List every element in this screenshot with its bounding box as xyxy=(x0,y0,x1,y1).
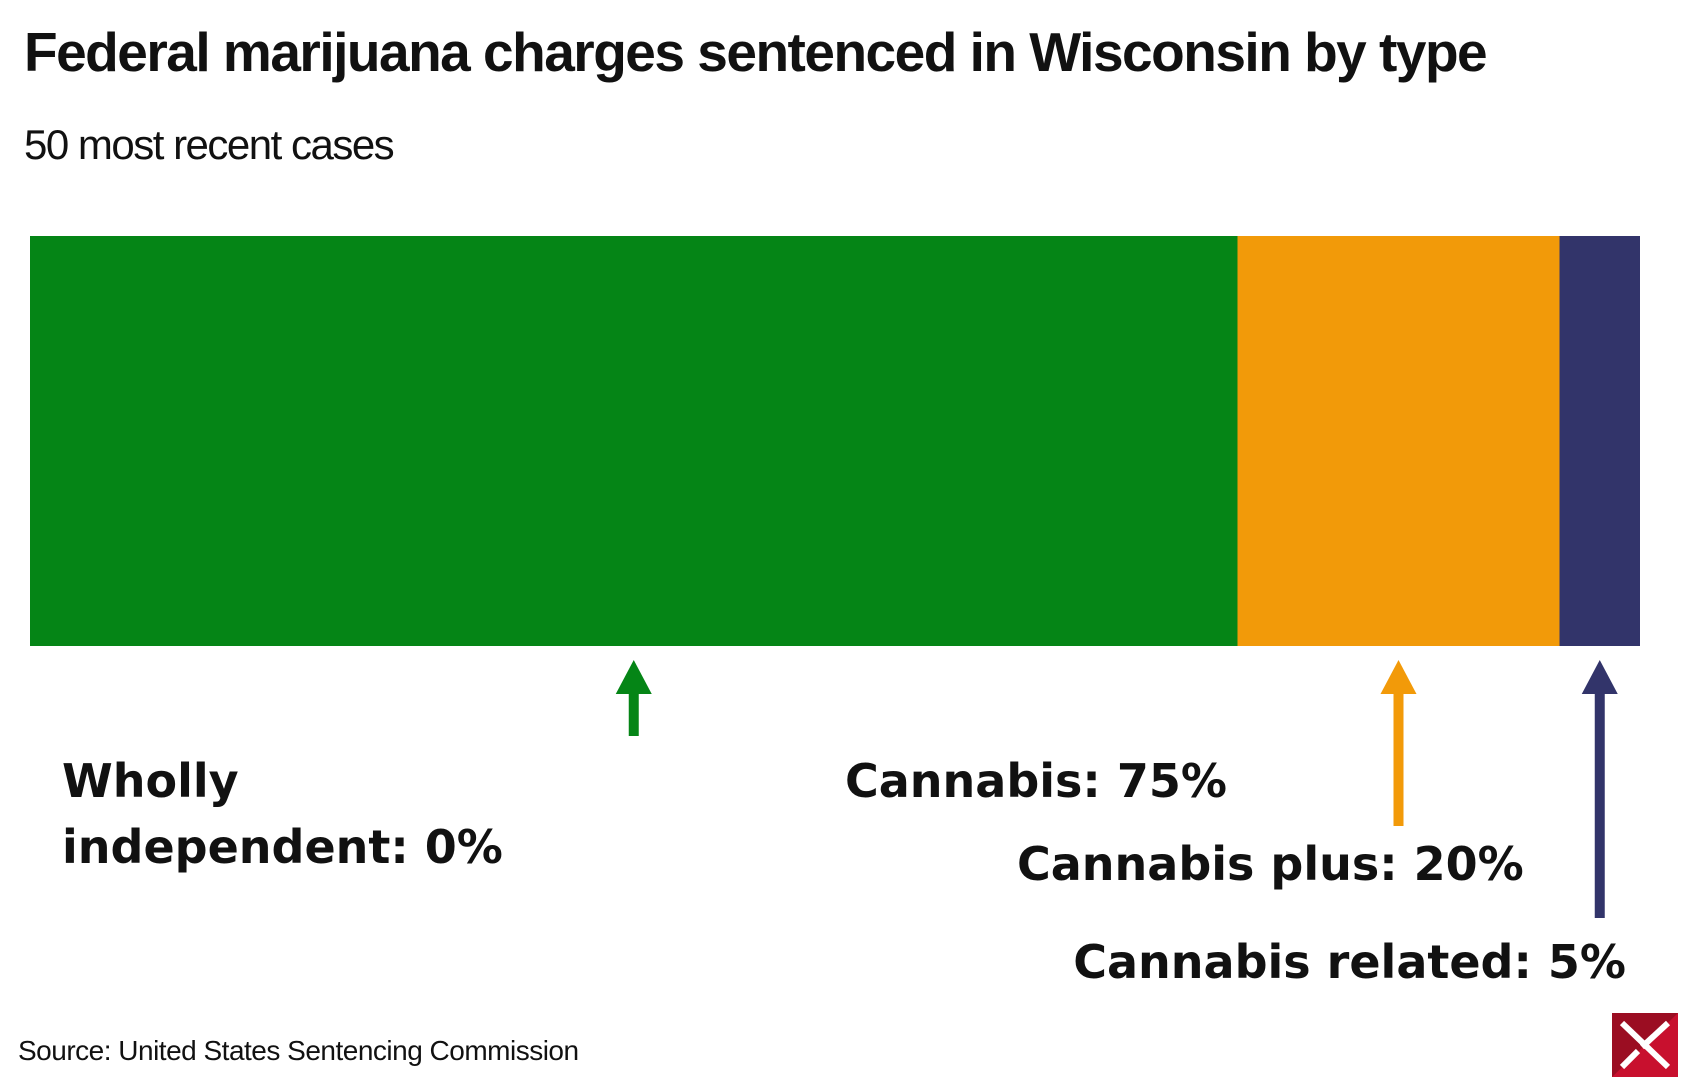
bar-segment-cannabis-plus xyxy=(1237,236,1560,646)
arrow-cannabis xyxy=(615,660,652,736)
chart-title: Federal marijuana charges sentenced in W… xyxy=(24,21,1488,83)
arrow-cannabis-plus xyxy=(1380,660,1417,826)
data-label-wholly-independent: Wholly independent: 0% xyxy=(62,754,503,874)
publisher-logo-icon xyxy=(1612,1013,1678,1077)
source-note: Source: United States Sentencing Commiss… xyxy=(18,1035,579,1066)
bar-segment-cannabis xyxy=(30,236,1238,646)
data-label-cannabis: Cannabis: 75% xyxy=(845,754,1227,808)
data-label-cannabis-plus: Cannabis plus: 20% xyxy=(1017,837,1524,891)
data-label-cannabis-related: Cannabis related: 5% xyxy=(1073,935,1626,989)
arrow-cannabis-related xyxy=(1581,660,1618,918)
chart-subtitle: 50 most recent cases xyxy=(24,121,395,168)
bar-segment-cannabis-related xyxy=(1559,236,1640,646)
